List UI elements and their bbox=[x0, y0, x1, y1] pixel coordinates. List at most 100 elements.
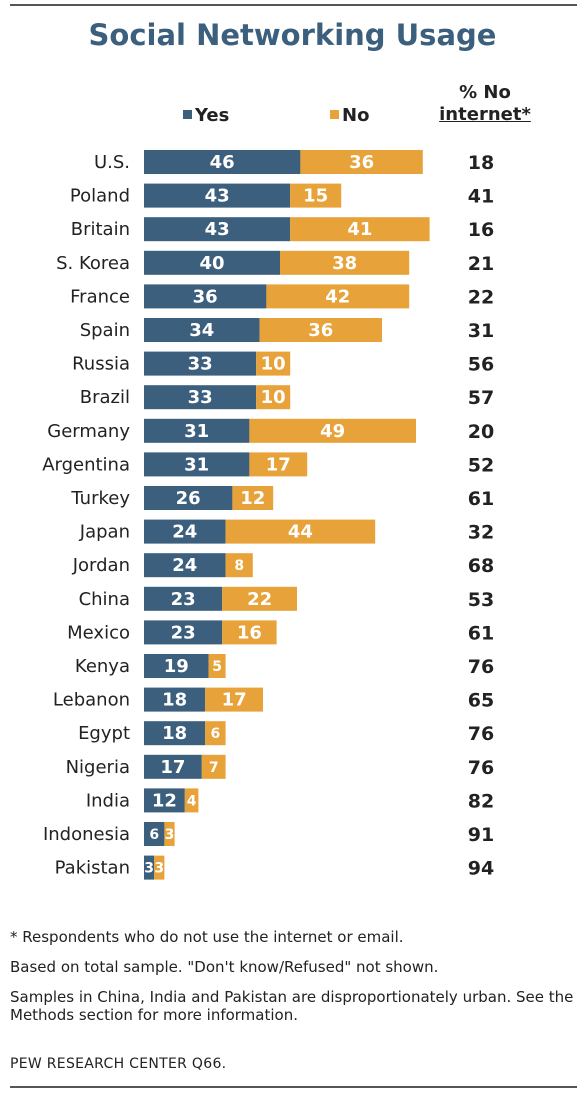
footnote-urban: Samples in China, India and Pakistan are… bbox=[10, 988, 574, 1024]
category-label-russia: Russia bbox=[72, 354, 130, 375]
footnote-sample: Based on total sample. "Don't know/Refus… bbox=[10, 958, 439, 976]
bar-no-pakistan bbox=[154, 855, 165, 880]
data-label-yes-turkey: 26 bbox=[176, 488, 201, 509]
bar-no-india bbox=[184, 788, 199, 813]
bar-no-mexico bbox=[222, 620, 277, 645]
data-label-yes-china: 23 bbox=[171, 589, 196, 610]
bar-no-jordan bbox=[225, 553, 253, 578]
bar-no-japan bbox=[225, 519, 376, 544]
bar-yes-argentina bbox=[144, 452, 250, 477]
no-internet-value-jordan: 68 bbox=[468, 555, 494, 577]
category-label-brazil: Brazil bbox=[80, 387, 130, 408]
bottom-rule bbox=[10, 1086, 577, 1088]
data-label-no-china: 22 bbox=[247, 589, 272, 610]
category-label-kenya: Kenya bbox=[75, 656, 130, 677]
data-label-yes-mexico: 23 bbox=[171, 622, 196, 643]
bar-no-kenya bbox=[208, 654, 226, 678]
data-label-no-jordan: 8 bbox=[234, 558, 244, 574]
data-label-yes-france: 36 bbox=[193, 286, 218, 307]
data-label-no-india: 4 bbox=[187, 793, 197, 809]
bar-no-poland bbox=[290, 183, 342, 208]
bar-no-russia bbox=[256, 351, 291, 376]
no-internet-value-spain: 31 bbox=[468, 320, 494, 342]
bar-yes-poland bbox=[144, 183, 291, 208]
bar-yes-brazil bbox=[144, 385, 257, 410]
data-label-yes-poland: 43 bbox=[205, 186, 230, 207]
category-label-germany: Germany bbox=[47, 421, 130, 442]
legend-yes-label: Yes bbox=[195, 105, 230, 126]
data-label-no-argentina: 17 bbox=[266, 454, 291, 475]
no-internet-value-mexico: 61 bbox=[468, 622, 494, 644]
no-internet-value-china: 53 bbox=[468, 589, 494, 611]
no-internet-value-russia: 56 bbox=[468, 354, 494, 376]
data-label-no-poland: 15 bbox=[303, 186, 328, 207]
data-label-no-pakistan: 3 bbox=[154, 861, 164, 877]
bar-yes-britain bbox=[144, 217, 291, 242]
data-label-no-mexico: 16 bbox=[237, 622, 262, 643]
category-label-spain: Spain bbox=[80, 320, 130, 341]
data-label-yes-s-korea: 40 bbox=[199, 253, 224, 274]
category-label-u-s: U.S. bbox=[94, 152, 130, 173]
data-label-no-brazil: 10 bbox=[261, 387, 286, 408]
data-label-yes-u-s: 46 bbox=[210, 152, 235, 173]
bar-yes-spain bbox=[144, 318, 260, 342]
data-label-yes-indonesia: 6 bbox=[149, 827, 159, 843]
no-internet-value-u-s: 18 bbox=[468, 152, 494, 174]
legend-no-swatch bbox=[330, 109, 339, 119]
no-internet-value-pakistan: 94 bbox=[468, 858, 494, 880]
category-label-indonesia: Indonesia bbox=[43, 824, 130, 845]
data-label-yes-germany: 31 bbox=[184, 421, 209, 442]
category-label-nigeria: Nigeria bbox=[66, 757, 130, 778]
no-internet-value-turkey: 61 bbox=[468, 488, 494, 510]
data-label-yes-jordan: 24 bbox=[172, 555, 197, 576]
bar-no-s-korea bbox=[280, 250, 410, 275]
data-label-no-indonesia: 3 bbox=[165, 827, 175, 843]
no-internet-value-india: 82 bbox=[468, 790, 494, 812]
bar-yes-turkey bbox=[144, 486, 233, 510]
bar-no-indonesia bbox=[164, 822, 175, 846]
data-label-no-lebanon: 17 bbox=[222, 690, 247, 711]
bar-no-china bbox=[222, 586, 297, 611]
category-label-argentina: Argentina bbox=[42, 454, 130, 475]
no-internet-value-japan: 32 bbox=[468, 522, 494, 544]
bar-no-nigeria bbox=[201, 754, 226, 779]
category-label-turkey: Turkey bbox=[70, 488, 130, 509]
data-label-yes-japan: 24 bbox=[172, 522, 197, 543]
data-label-no-egypt: 6 bbox=[211, 726, 221, 742]
legend-no-label: No bbox=[342, 105, 370, 126]
chart-title: Social Networking Usage bbox=[88, 18, 497, 52]
bar-no-germany bbox=[249, 418, 416, 443]
no-internet-value-egypt: 76 bbox=[468, 723, 494, 745]
category-label-egypt: Egypt bbox=[78, 723, 130, 744]
data-label-no-russia: 10 bbox=[261, 354, 286, 375]
bar-yes-germany bbox=[144, 418, 250, 443]
bar-yes-india bbox=[144, 788, 185, 813]
top-rule bbox=[10, 4, 577, 6]
bar-no-france bbox=[266, 284, 410, 309]
category-label-japan: Japan bbox=[79, 522, 130, 543]
no-internet-column-header: % No internet* bbox=[425, 82, 545, 126]
no-internet-value-poland: 41 bbox=[468, 186, 494, 208]
data-label-yes-lebanon: 18 bbox=[162, 690, 187, 711]
no-internet-value-kenya: 76 bbox=[468, 656, 494, 678]
no-internet-value-britain: 16 bbox=[468, 219, 494, 241]
data-label-yes-nigeria: 17 bbox=[160, 757, 185, 778]
category-label-poland: Poland bbox=[70, 186, 130, 207]
bar-no-turkey bbox=[232, 486, 274, 510]
bar-no-u-s bbox=[300, 150, 423, 174]
bar-yes-egypt bbox=[144, 721, 206, 746]
category-label-pakistan: Pakistan bbox=[55, 858, 130, 879]
category-label-china: China bbox=[79, 589, 130, 610]
bar-no-egypt bbox=[205, 721, 226, 746]
footnote-asterisk: * Respondents who do not use the interne… bbox=[10, 928, 404, 946]
category-label-lebanon: Lebanon bbox=[53, 690, 130, 711]
category-label-mexico: Mexico bbox=[67, 622, 130, 643]
data-label-no-germany: 49 bbox=[320, 421, 345, 442]
no-internet-header-line2: internet* bbox=[439, 104, 531, 125]
bar-no-britain bbox=[290, 217, 430, 242]
no-internet-value-france: 22 bbox=[468, 286, 494, 308]
data-label-yes-spain: 34 bbox=[189, 320, 214, 341]
bar-yes-indonesia bbox=[144, 822, 165, 846]
bar-yes-france bbox=[144, 284, 267, 309]
